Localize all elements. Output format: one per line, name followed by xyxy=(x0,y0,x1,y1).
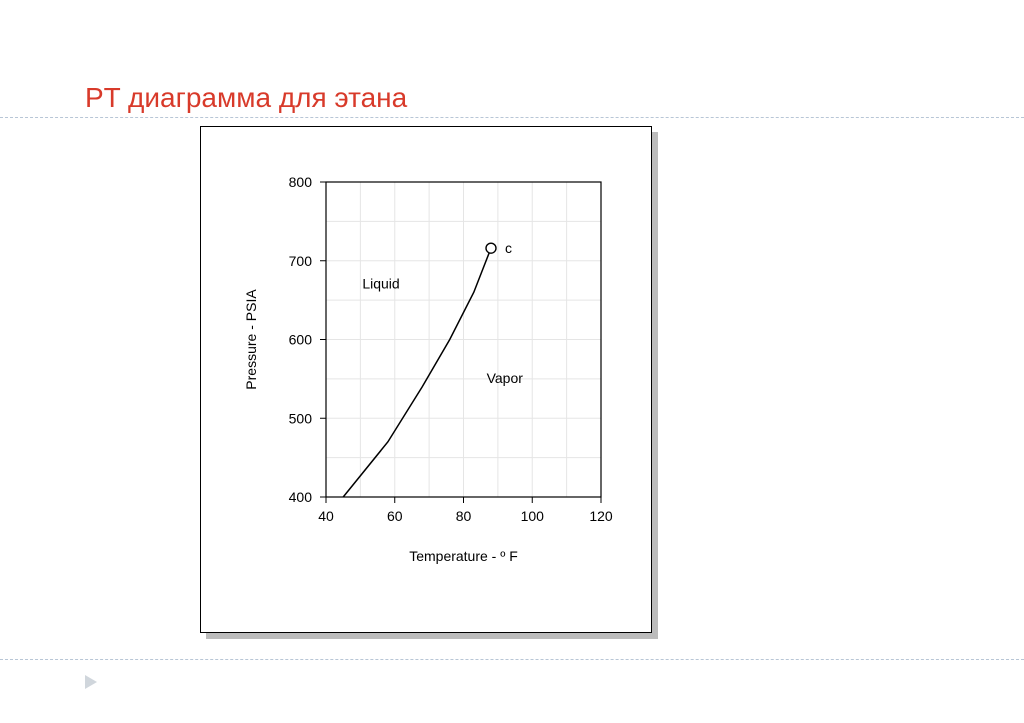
divider-bottom xyxy=(0,659,1024,661)
y-tick-label: 500 xyxy=(289,410,313,426)
y-tick-label: 600 xyxy=(289,332,313,348)
x-axis-label: Temperature - º F xyxy=(409,548,518,564)
y-axis-label: Pressure - PSIA xyxy=(243,289,259,390)
critical-point-marker xyxy=(486,243,496,253)
x-tick-label: 40 xyxy=(318,508,334,524)
chart-frame: 40 60 80 100 120 400 500 600 700 800 Temperature -… xyxy=(200,126,652,633)
slide-title: PT диаграмма для этана xyxy=(85,82,407,114)
critical-point-label: c xyxy=(505,240,512,256)
x-tick-label: 60 xyxy=(387,508,403,524)
play-marker-icon xyxy=(85,675,97,689)
x-tick-label: 80 xyxy=(456,508,472,524)
divider-top xyxy=(0,117,1024,119)
x-tick-label: 120 xyxy=(589,508,613,524)
region-label: Vapor xyxy=(487,370,524,386)
y-tick-label: 400 xyxy=(289,489,313,505)
y-tick-label: 700 xyxy=(289,253,313,269)
y-tick-label: 800 xyxy=(289,174,313,190)
chart-svg: 40 60 80 100 120 400 500 600 700 800 Temperature -… xyxy=(201,127,651,632)
slide: PT диаграмма для этана 40 60 80 100 120 400 50… xyxy=(0,0,1024,723)
x-tick-label: 100 xyxy=(521,508,545,524)
region-label: Liquid xyxy=(362,275,399,291)
